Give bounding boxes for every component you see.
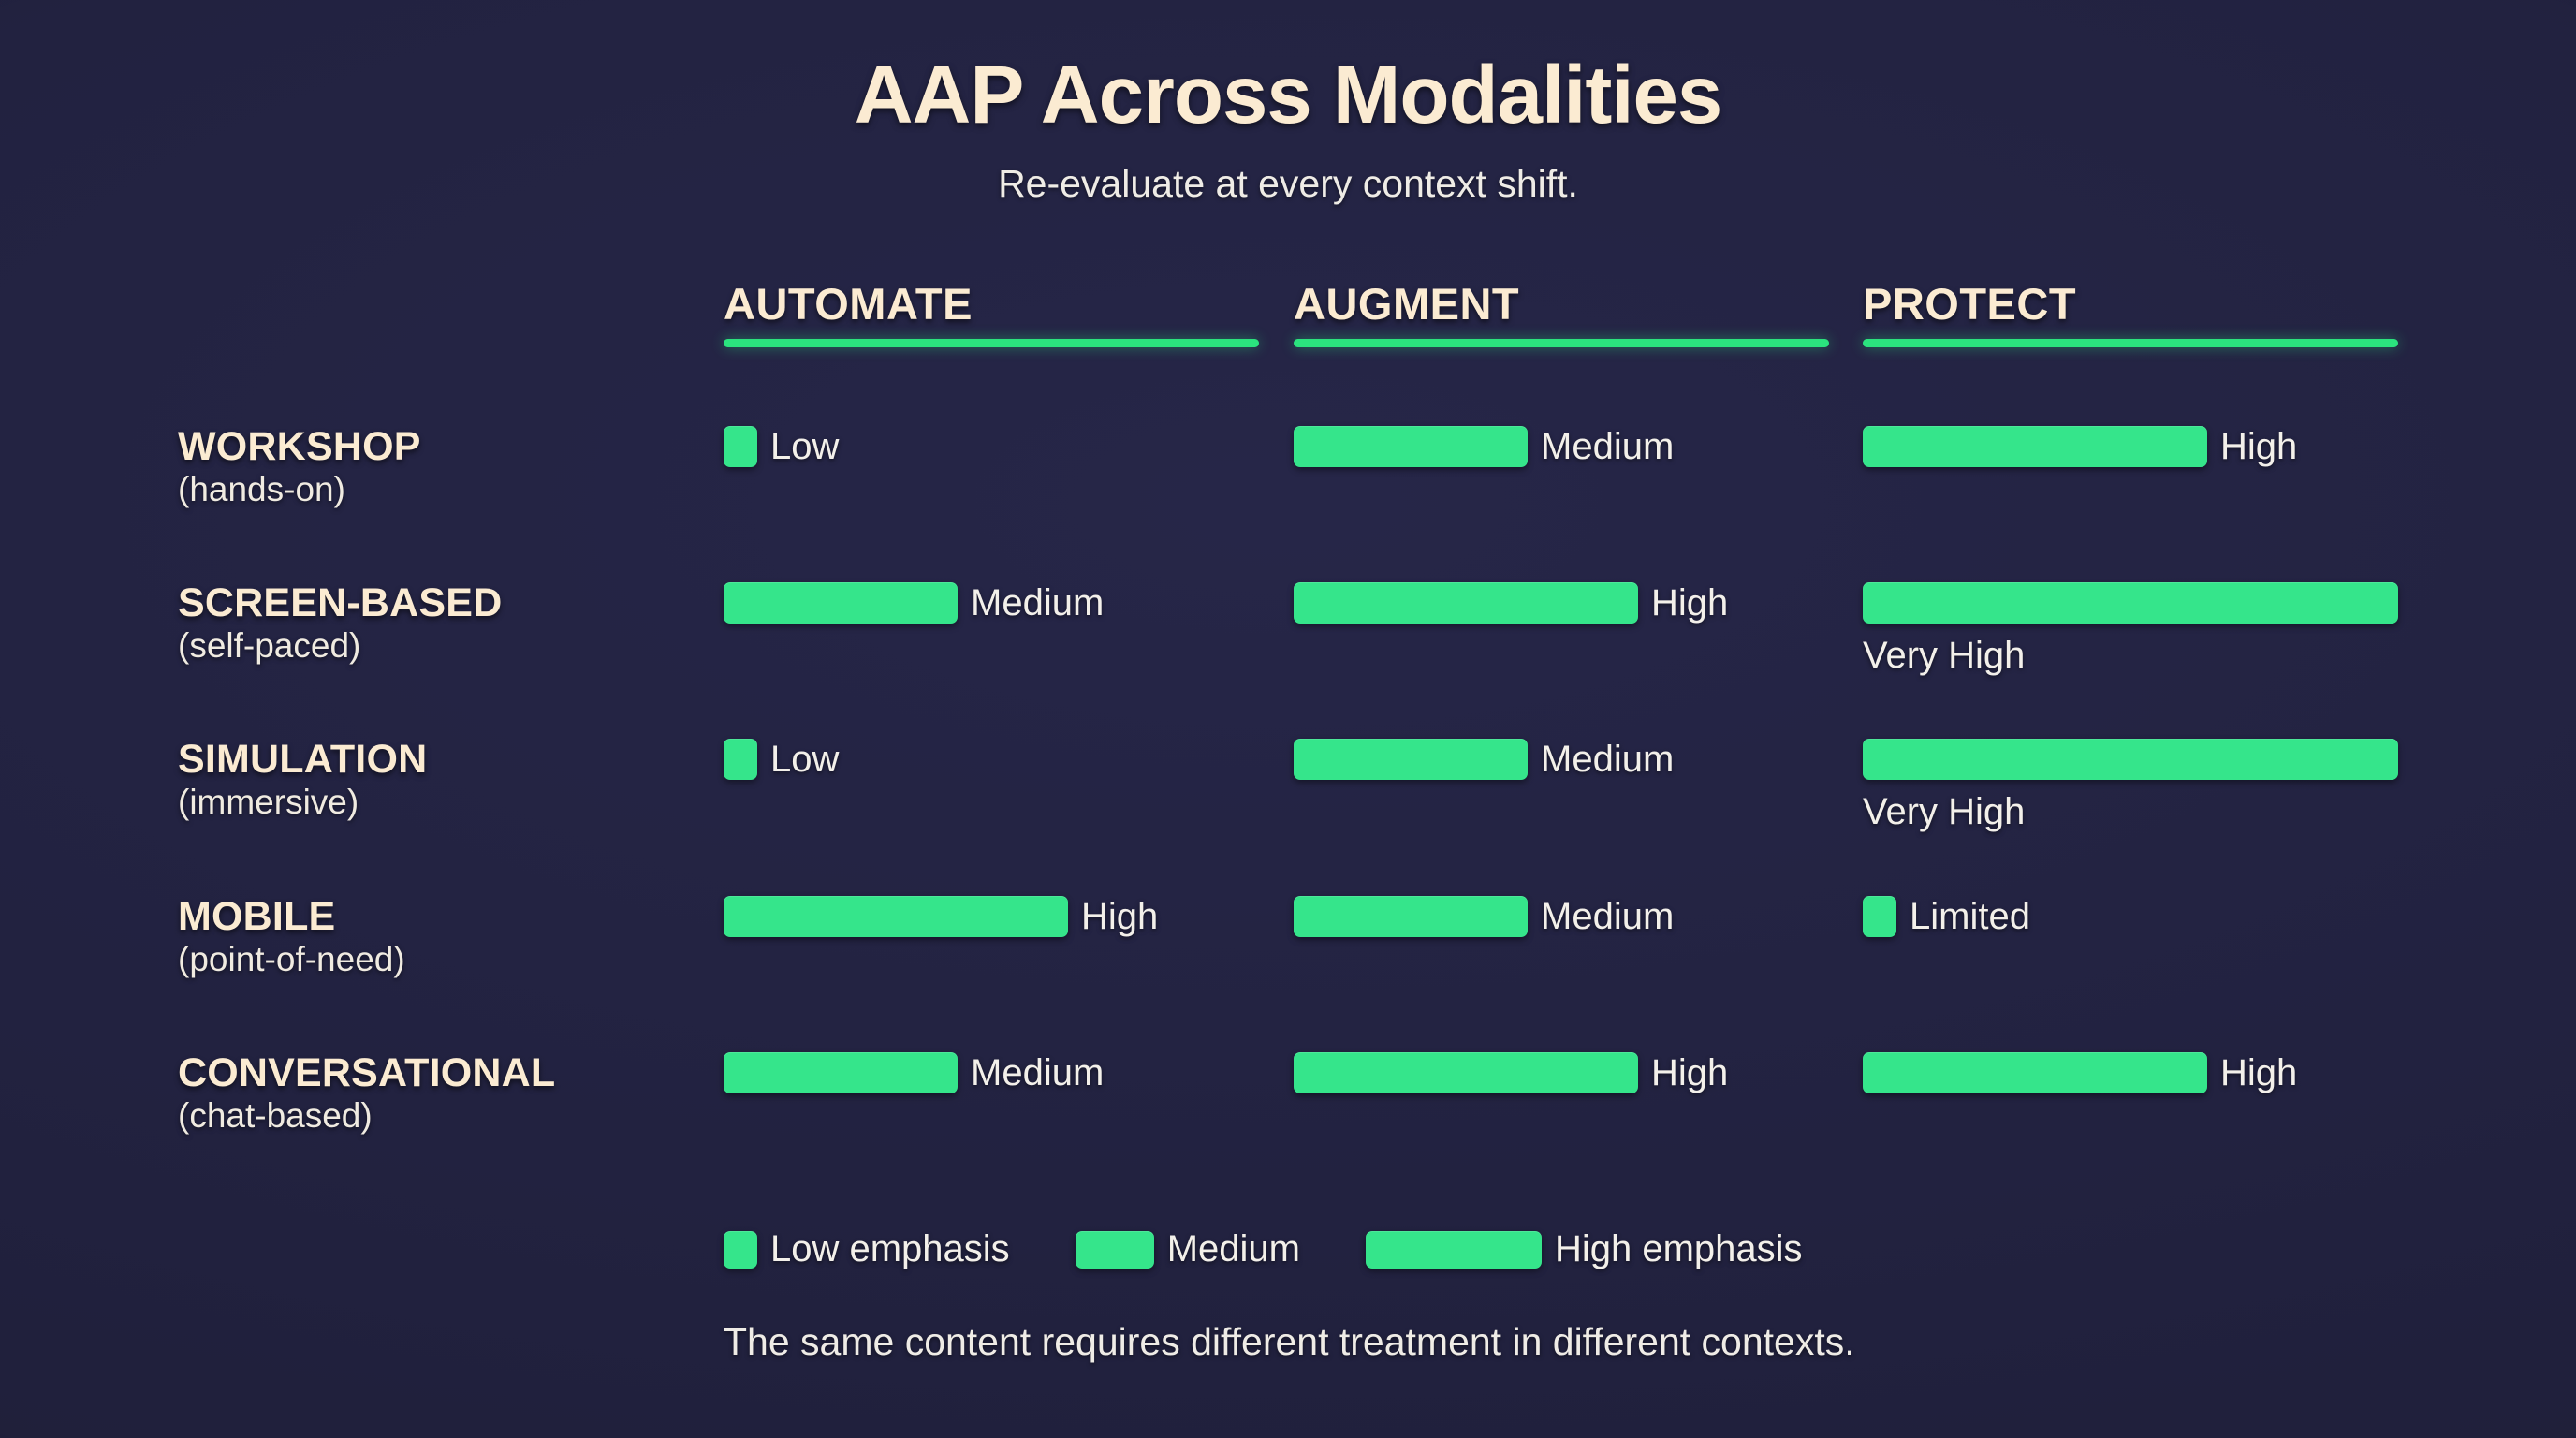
emphasis-value: Low — [770, 738, 840, 780]
cell-mobile-protect: Limited — [1863, 896, 2398, 937]
emphasis-bar — [724, 426, 757, 467]
row-name: SCREEN-BASED — [178, 580, 503, 625]
legend-label: Medium — [1166, 1228, 1300, 1269]
legend-item-high: High emphasis — [1365, 1228, 1803, 1270]
emphasis-bar — [724, 582, 958, 624]
row-name: WORKSHOP — [178, 424, 421, 469]
emphasis-bar — [1863, 426, 2207, 467]
row-subtitle: (chat-based) — [178, 1095, 373, 1135]
row-label-mobile: MOBILE (point-of-need) — [178, 896, 702, 978]
legend-item-low: Low emphasis — [724, 1228, 1010, 1270]
column-header-automate: AUTOMATE — [724, 279, 1259, 348]
emphasis-value: Very High — [1863, 791, 2026, 832]
column-header-underline — [1294, 339, 1829, 348]
column-header-underline — [724, 339, 1259, 348]
column-header-label: AUTOMATE — [724, 279, 973, 329]
row-label-conversational: CONVERSATIONAL (chat-based) — [178, 1052, 702, 1135]
emphasis-value: Medium — [1541, 895, 1675, 937]
emphasis-bar — [1294, 1052, 1638, 1093]
emphasis-value: Medium — [1541, 425, 1675, 467]
row-label-screen-based: SCREEN-BASED (self-paced) — [178, 582, 702, 665]
emphasis-bar — [1294, 896, 1528, 937]
row-name: MOBILE — [178, 894, 336, 939]
cell-conversational-protect: High — [1863, 1052, 2398, 1093]
cell-mobile-automate: High — [724, 896, 1259, 937]
column-header-augment: AUGMENT — [1294, 279, 1829, 348]
emphasis-value: High — [1081, 895, 1159, 937]
emphasis-bar — [724, 896, 1068, 937]
emphasis-value: High — [1651, 1051, 1729, 1093]
row-subtitle: (hands-on) — [178, 469, 345, 508]
emphasis-bar — [1294, 739, 1528, 780]
emphasis-value: Medium — [971, 1051, 1105, 1093]
cell-workshop-automate: Low — [724, 426, 1259, 467]
legend-swatch-medium-icon — [1075, 1230, 1154, 1269]
row-name: CONVERSATIONAL — [178, 1050, 556, 1095]
cell-screen-based-automate: Medium — [724, 582, 1259, 624]
emphasis-value: Medium — [971, 581, 1105, 624]
legend-swatch-high-icon — [1365, 1230, 1542, 1269]
column-header-underline — [1863, 339, 2398, 348]
row-label-simulation: SIMULATION (immersive) — [178, 739, 702, 821]
page-title: AAP Across Modalities — [854, 50, 1723, 140]
row-subtitle: (immersive) — [178, 782, 359, 821]
legend: Low emphasis Medium High emphasis — [724, 1228, 1803, 1270]
cell-simulation-automate: Low — [724, 739, 1259, 780]
page-subtitle: Re-evaluate at every context shift. — [998, 162, 1578, 205]
cell-simulation-protect: Very High — [1863, 739, 2398, 833]
footer-note: The same content requires different trea… — [724, 1320, 1855, 1363]
emphasis-value: High — [2220, 1051, 2298, 1093]
cell-screen-based-augment: High — [1294, 582, 1829, 624]
emphasis-value: Medium — [1541, 738, 1675, 780]
emphasis-bar — [724, 739, 757, 780]
column-header-label: PROTECT — [1863, 279, 2077, 329]
column-header-protect: PROTECT — [1863, 279, 2398, 348]
row-subtitle: (point-of-need) — [178, 939, 405, 978]
cell-simulation-augment: Medium — [1294, 739, 1829, 780]
emphasis-bar — [1863, 739, 2398, 780]
column-header-label: AUGMENT — [1294, 279, 1520, 329]
emphasis-bar — [724, 1052, 958, 1093]
emphasis-value: Very High — [1863, 635, 2026, 676]
row-name: SIMULATION — [178, 737, 428, 782]
cell-conversational-automate: Medium — [724, 1052, 1259, 1093]
legend-label: High emphasis — [1554, 1228, 1803, 1269]
legend-item-medium: Medium — [1075, 1228, 1300, 1270]
emphasis-value: Low — [770, 425, 840, 467]
header: AAP Across Modalities Re-evaluate at eve… — [0, 49, 2576, 206]
row-subtitle: (self-paced) — [178, 625, 361, 665]
emphasis-bar — [1294, 426, 1528, 467]
emphasis-bar — [1863, 896, 1896, 937]
cell-workshop-protect: High — [1863, 426, 2398, 467]
emphasis-bar — [1863, 582, 2398, 624]
emphasis-value: High — [2220, 425, 2298, 467]
row-label-workshop: WORKSHOP (hands-on) — [178, 426, 702, 508]
cell-mobile-augment: Medium — [1294, 896, 1829, 937]
cell-conversational-augment: High — [1294, 1052, 1829, 1093]
emphasis-bar — [1294, 582, 1638, 624]
cell-screen-based-protect: Very High — [1863, 582, 2398, 677]
emphasis-bar — [1863, 1052, 2207, 1093]
legend-label: Low emphasis — [770, 1228, 1010, 1269]
legend-swatch-low-icon — [724, 1230, 757, 1269]
emphasis-value: Limited — [1910, 895, 2030, 937]
cell-workshop-augment: Medium — [1294, 426, 1829, 467]
emphasis-value: High — [1651, 581, 1729, 624]
